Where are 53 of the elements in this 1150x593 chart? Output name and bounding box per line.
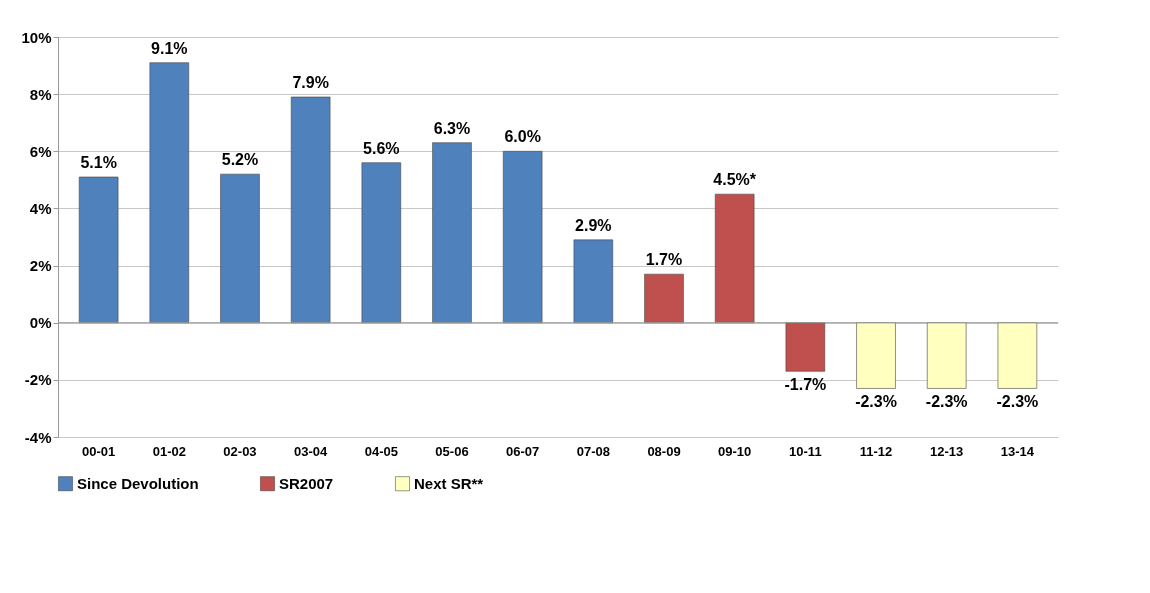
x-tick-label: 10-11 bbox=[789, 443, 822, 459]
data-label: 4.5%* bbox=[713, 171, 757, 189]
y-tick-label: 0% bbox=[29, 314, 52, 332]
x-tick-label: 09-10 bbox=[718, 443, 752, 459]
x-tick-label: 00-01 bbox=[82, 443, 116, 459]
x-tick-label: 13-14 bbox=[1000, 443, 1035, 459]
bar bbox=[220, 173, 260, 324]
bar bbox=[432, 142, 472, 324]
legend-label: SR2007 bbox=[279, 474, 334, 492]
y-tick-label: 2% bbox=[29, 257, 52, 275]
bar bbox=[361, 162, 402, 324]
x-tick-label: 01-02 bbox=[152, 443, 186, 459]
bar bbox=[290, 96, 331, 324]
bar bbox=[997, 322, 1038, 389]
y-tick-label: 6% bbox=[29, 142, 52, 160]
x-tick-label: 02-03 bbox=[223, 443, 257, 459]
data-label: 9.1% bbox=[151, 39, 188, 57]
x-tick-label: 03-04 bbox=[294, 443, 329, 459]
y-tick-label: 8% bbox=[29, 85, 52, 103]
x-tick-label: 05-06 bbox=[435, 443, 469, 459]
data-label: 2.9% bbox=[575, 216, 612, 234]
x-tick-label: 07-08 bbox=[576, 443, 610, 459]
bar bbox=[78, 176, 119, 324]
bar bbox=[926, 322, 967, 389]
data-label: 5.2% bbox=[221, 151, 259, 169]
bar bbox=[714, 193, 755, 324]
data-label: -2.3% bbox=[855, 393, 897, 411]
bar bbox=[644, 273, 684, 324]
x-tick-label: 04-05 bbox=[364, 443, 398, 459]
bar bbox=[573, 239, 614, 324]
x-tick-label: 08-09 bbox=[647, 443, 681, 459]
data-label: 7.9% bbox=[292, 74, 329, 91]
y-tick-label: -4% bbox=[24, 428, 52, 446]
x-tick-label: 12-13 bbox=[930, 443, 964, 459]
data-label: 1.7% bbox=[645, 251, 683, 269]
data-label: -1.7% bbox=[784, 376, 827, 394]
bar bbox=[149, 62, 190, 324]
y-tick-label: 4% bbox=[29, 199, 52, 217]
legend-label: Since Devolution bbox=[77, 474, 199, 492]
y-tick-label: 10% bbox=[21, 28, 52, 46]
data-label: 5.6% bbox=[363, 139, 400, 157]
x-tick-label: 06-07 bbox=[506, 443, 540, 459]
data-label: 6.0% bbox=[504, 128, 541, 146]
legend-label: Next SR** bbox=[414, 474, 484, 492]
data-label: -2.3% bbox=[996, 393, 1039, 411]
bar bbox=[856, 322, 896, 389]
data-label: 6.3% bbox=[433, 119, 471, 137]
data-label: 5.1% bbox=[80, 154, 117, 171]
data-label: -2.3% bbox=[925, 393, 968, 411]
bar bbox=[502, 150, 543, 324]
bar bbox=[785, 322, 826, 372]
x-tick-label: 11-12 bbox=[859, 443, 893, 459]
y-tick-label: -2% bbox=[24, 371, 52, 389]
